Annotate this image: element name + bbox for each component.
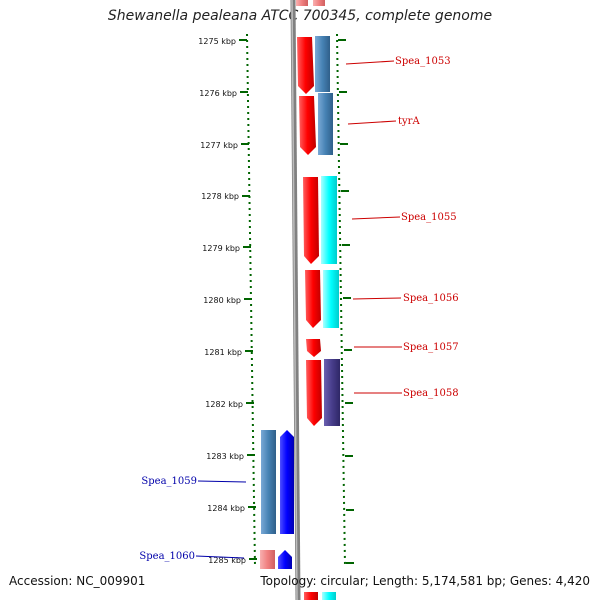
tick-1282: 1282 kbp	[205, 400, 353, 409]
tick-label: 1282 kbp	[205, 400, 243, 409]
tick-label: 1281 kbp	[204, 348, 242, 357]
tick-1283: 1283 kbp	[206, 452, 353, 461]
genome-title: Shewanella pealeana ATCC 700345, complet…	[107, 8, 493, 24]
tick-label: 1285 kbp	[208, 556, 246, 565]
gene-partial-bottom-cyan[interactable]	[322, 592, 336, 600]
tick-1277: 1277 kbp	[200, 141, 348, 150]
label-leaders	[195, 60, 402, 559]
gene-label-spea-1058[interactable]: Spea_1058	[403, 388, 459, 399]
gene-label-spea-1056[interactable]: Spea_1056	[403, 293, 459, 304]
tick-1284: 1284 kbp	[207, 504, 354, 513]
gene-spea-1055-homolog[interactable]	[321, 176, 337, 264]
gene-label-spea-1053[interactable]: Spea_1053	[395, 56, 451, 67]
gene-partial-top-pink[interactable]	[313, 0, 325, 6]
gene-spea-1060-homolog[interactable]	[260, 550, 275, 569]
tick-label: 1284 kbp	[207, 504, 245, 513]
gene-label-spea-1055[interactable]: Spea_1055	[401, 212, 457, 223]
tick-1278: 1278 kbp	[201, 190, 349, 201]
tick-1281: 1281 kbp	[204, 348, 352, 357]
tick-1279: 1279 kbp	[202, 244, 350, 253]
leader-spea-1053	[345, 60, 395, 65]
gene-label-tyra[interactable]: tyrA	[398, 116, 420, 127]
gene-spea-1058-arrow[interactable]	[306, 360, 322, 426]
leader-spea-1055	[351, 216, 401, 220]
reverse-strand-features	[260, 430, 294, 569]
gene-spea-1059-arrow[interactable]	[280, 430, 294, 534]
gene-spea-1055-arrow[interactable]	[303, 177, 319, 264]
gene-labels: Spea_1053 tyrA Spea_1055 Spea_1056 Spea_…	[139, 56, 458, 562]
genome-backbone	[290, 0, 301, 600]
gene-label-spea-1060[interactable]: Spea_1060	[139, 551, 195, 562]
tick-label: 1276 kbp	[199, 89, 237, 98]
gene-partial-top-red[interactable]	[296, 0, 308, 6]
gene-label-spea-1059[interactable]: Spea_1059	[141, 476, 197, 487]
gene-spea-1059-homolog[interactable]	[261, 430, 276, 534]
tick-label: 1279 kbp	[202, 244, 240, 253]
tick-label: 1278 kbp	[201, 192, 239, 201]
tick-1275: 1275 kbp	[198, 37, 346, 46]
tick-1285: 1285 kbp	[208, 556, 354, 565]
gene-spea-1057-arrow[interactable]	[306, 339, 321, 357]
gene-spea-1056-arrow[interactable]	[305, 270, 321, 328]
tick-label: 1277 kbp	[200, 141, 238, 150]
gene-tyra-homolog[interactable]	[318, 93, 333, 155]
gene-spea-1058-homolog[interactable]	[324, 359, 340, 426]
gene-label-spea-1057[interactable]: Spea_1057	[403, 342, 459, 353]
tick-label: 1280 kbp	[203, 296, 241, 305]
leader-spea-1056	[352, 297, 402, 300]
gene-spea-1053-arrow[interactable]	[297, 37, 314, 94]
tick-1280: 1280 kbp	[203, 296, 351, 305]
gene-partial-bottom-red[interactable]	[304, 592, 318, 600]
genome-backbone-highlight	[291, 0, 298, 600]
topology-text: Topology: circular; Length: 5,174,581 bp…	[260, 574, 590, 588]
leader-spea-1060	[195, 555, 245, 559]
scale-ticks: 1275 kbp 1276 kbp 1277 kbp 1278 kbp 1279	[198, 37, 354, 565]
gene-spea-1056-homolog[interactable]	[323, 270, 339, 328]
accession-text: Accession: NC_009901	[9, 574, 146, 588]
leader-spea-1059	[197, 480, 247, 483]
forward-strand-features	[296, 0, 340, 600]
leader-tyra	[347, 120, 397, 125]
tick-1276: 1276 kbp	[199, 89, 347, 98]
tick-label: 1275 kbp	[198, 37, 236, 46]
gene-spea-1053-homolog[interactable]	[315, 36, 330, 92]
tick-label: 1283 kbp	[206, 452, 244, 461]
gene-tyra-arrow[interactable]	[299, 96, 316, 155]
gene-spea-1060-arrow[interactable]	[278, 550, 292, 569]
